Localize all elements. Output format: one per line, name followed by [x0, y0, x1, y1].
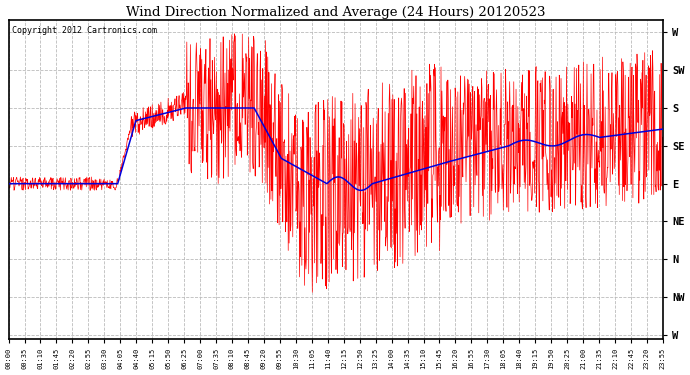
Text: Copyright 2012 Cartronics.com: Copyright 2012 Cartronics.com: [12, 26, 157, 35]
Title: Wind Direction Normalized and Average (24 Hours) 20120523: Wind Direction Normalized and Average (2…: [126, 6, 546, 18]
